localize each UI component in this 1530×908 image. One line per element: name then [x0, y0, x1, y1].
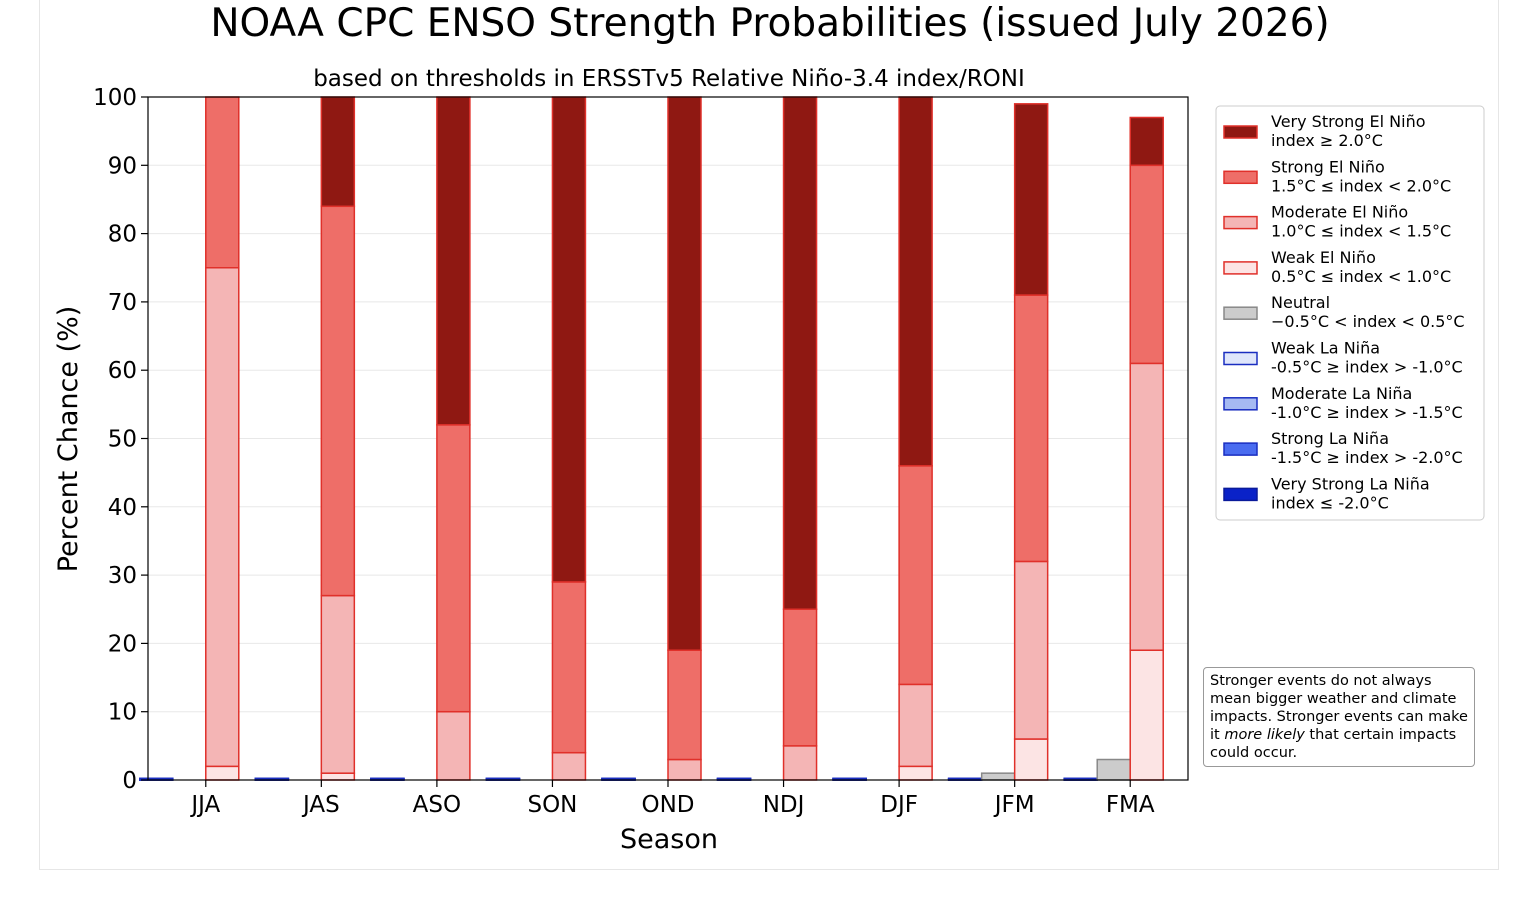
bar-moderate-el-nino-ndj	[782, 745, 818, 781]
bar-neutral-fma	[1096, 758, 1131, 781]
bar-weak-el-nino-jfm	[1013, 738, 1049, 781]
figure-frame	[39, 0, 1499, 870]
bar-moderate-el-nino-djf	[898, 683, 933, 768]
legend-label-strong-la-nina: Strong La Niña	[1271, 429, 1389, 448]
bar-moderate-el-nino-son	[551, 751, 587, 781]
legend-label-neutral: Neutral	[1271, 293, 1330, 312]
legend-label-moderate-el-nino: Moderate El Niño	[1271, 203, 1408, 222]
y-tick-label: 100	[93, 85, 137, 111]
legend-swatch-very-strong-la-nina	[1223, 487, 1258, 502]
legend-swatch-weak-la-nina	[1223, 351, 1258, 366]
bar-strong-el-nino-jfm	[1013, 294, 1049, 563]
y-tick-label: 70	[108, 290, 137, 316]
legend-range-neutral: −0.5°C < index < 0.5°C	[1271, 312, 1465, 331]
x-tick-label: JFM	[993, 792, 1035, 818]
legend-range-very-strong-el-nino: index ≥ 2.0°C	[1271, 131, 1383, 150]
bar-very-strong-el-nino-ndj	[782, 96, 818, 610]
y-axis-label: Percent Chance (%)	[53, 306, 84, 573]
legend-label-weak-el-nino: Weak El Niño	[1271, 248, 1376, 267]
x-tick-label: SON	[527, 792, 577, 818]
x-tick-label: ASO	[413, 792, 461, 818]
x-tick-label: JJA	[189, 792, 220, 818]
legend-label-very-strong-la-nina: Very Strong La Niña	[1271, 474, 1430, 493]
bar-strong-el-nino-fma	[1129, 164, 1164, 365]
legend-label-strong-el-nino: Strong El Niño	[1271, 157, 1385, 176]
bars	[139, 96, 1164, 781]
legend-swatch-strong-el-nino	[1223, 170, 1258, 185]
bar-weak-el-nino-djf	[898, 765, 933, 781]
bar-strong-el-nino-ndj	[782, 608, 818, 747]
bar-weak-el-nino-jja	[205, 765, 240, 781]
annotation-emphasis: more likely	[1224, 727, 1305, 743]
legend-label-moderate-la-nina: Moderate La Niña	[1271, 384, 1412, 403]
legend-range-weak-el-nino: 0.5°C ≤ index < 1.0°C	[1271, 267, 1451, 286]
y-tick-label: 90	[108, 153, 137, 179]
bar-very-strong-el-nino-aso	[436, 96, 471, 426]
x-axis-label: Season	[620, 824, 718, 855]
annotation-text: Stronger events do not always mean bigge…	[1210, 673, 1468, 743]
legend-swatch-weak-el-nino	[1223, 261, 1258, 275]
legend-range-very-strong-la-nina: index ≤ -2.0°C	[1271, 493, 1389, 512]
bar-strong-el-nino-ond	[667, 649, 702, 761]
bar-moderate-el-nino-jja	[205, 267, 240, 768]
bar-strong-el-nino-son	[551, 581, 587, 754]
bar-moderate-el-nino-aso	[436, 710, 471, 781]
bar-very-strong-el-nino-ond	[667, 96, 702, 651]
annotation-text-end: that certain impacts could occur.	[1210, 727, 1457, 761]
bar-moderate-el-nino-jfm	[1013, 560, 1049, 740]
y-tick-label: 50	[108, 427, 137, 453]
legend-swatch-moderate-la-nina	[1223, 397, 1258, 411]
y-tick-label: 30	[108, 563, 137, 589]
chart-title: NOAA CPC ENSO Strength Probabilities (is…	[210, 1, 1329, 46]
bar-very-strong-el-nino-fma	[1129, 116, 1164, 167]
legend-swatch-neutral	[1223, 306, 1258, 320]
y-tick-label: 0	[122, 768, 137, 794]
annotation-note: Stronger events do not always mean bigge…	[1203, 667, 1475, 767]
bar-very-strong-el-nino-son	[551, 96, 587, 583]
chart-subtitle: based on thresholds in ERSSTv5 Relative …	[313, 66, 1025, 92]
legend-label-very-strong-el-nino: Very Strong El Niño	[1271, 112, 1426, 131]
legend-swatch-very-strong-el-nino	[1223, 125, 1258, 139]
bar-moderate-el-nino-jas	[320, 594, 356, 774]
bar-weak-el-nino-fma	[1129, 649, 1164, 781]
bar-strong-el-nino-jas	[320, 205, 356, 597]
x-tick-label: NDJ	[763, 792, 805, 818]
x-tick-label: OND	[641, 792, 694, 818]
legend-range-moderate-la-nina: -1.0°C ≥ index > -1.5°C	[1271, 403, 1463, 422]
bar-neutral-jfm	[980, 772, 1016, 781]
bar-very-strong-el-nino-djf	[898, 96, 933, 467]
y-tick-label: 80	[108, 222, 137, 248]
bar-moderate-el-nino-ond	[667, 758, 702, 781]
legend-box	[1215, 105, 1485, 521]
bar-very-strong-el-nino-jfm	[1013, 103, 1049, 296]
x-axis: JJA JAS ASO SON OND NDJ DJF JFM FMA	[189, 780, 1155, 818]
y-tick-label: 20	[108, 631, 137, 657]
y-axis: 0 10 20 30 40 50 60 70 80 90 100	[93, 85, 148, 794]
legend-range-moderate-el-nino: 1.0°C ≤ index < 1.5°C	[1271, 222, 1451, 241]
y-tick-label: 60	[108, 358, 137, 384]
bar-strong-el-nino-aso	[436, 424, 471, 713]
x-tick-label: FMA	[1106, 792, 1155, 818]
x-tick-label: JAS	[301, 792, 340, 818]
legend-swatch-moderate-el-nino	[1223, 215, 1258, 230]
bar-strong-el-nino-djf	[898, 465, 933, 686]
legend-swatch-strong-la-nina	[1223, 442, 1258, 456]
bar-moderate-el-nino-fma	[1129, 362, 1164, 651]
y-tick-label: 10	[108, 700, 137, 726]
legend-range-strong-el-nino: 1.5°C ≤ index < 2.0°C	[1271, 176, 1451, 195]
legend-range-strong-la-nina: -1.5°C ≥ index > -2.0°C	[1271, 448, 1463, 467]
bar-very-strong-el-nino-jas	[320, 96, 356, 208]
legend-range-weak-la-nina: -0.5°C ≥ index > -1.0°C	[1271, 358, 1463, 377]
bar-strong-el-nino-jja	[205, 96, 240, 269]
x-tick-label: DJF	[880, 792, 918, 818]
legend-label-weak-la-nina: Weak La Niña	[1271, 339, 1380, 358]
y-tick-label: 40	[108, 495, 137, 521]
bar-weak-el-nino-jas	[320, 772, 356, 781]
